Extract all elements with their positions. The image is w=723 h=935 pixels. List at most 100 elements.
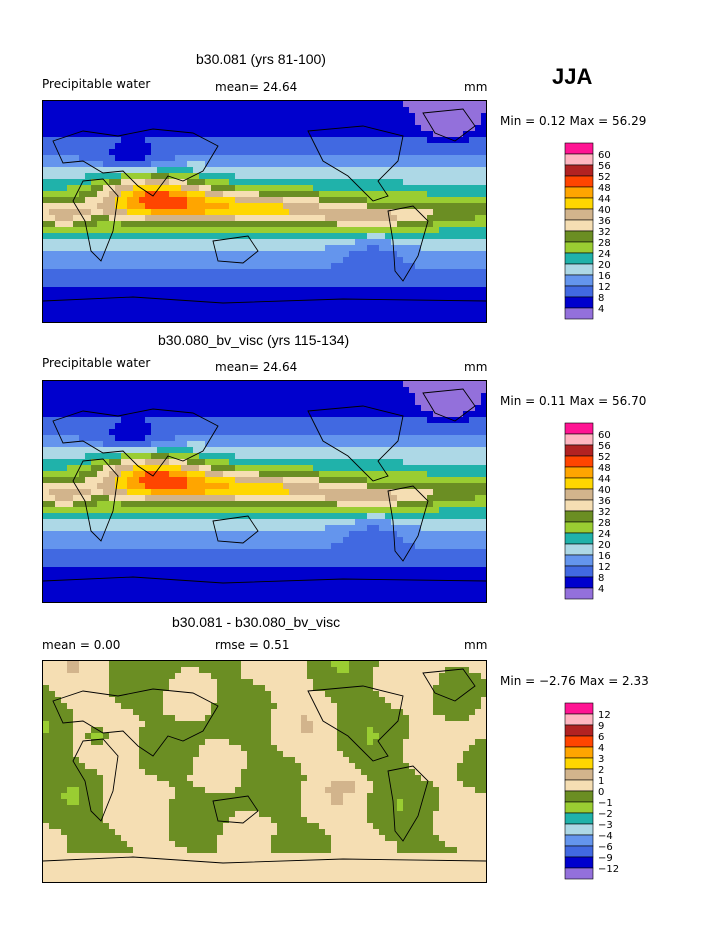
panel1-map-cell — [271, 101, 278, 108]
panel2-map-cell — [145, 417, 152, 424]
panel1-map-cell — [193, 251, 200, 258]
panel1-map-cell — [307, 269, 314, 276]
panel2-map-cell — [109, 441, 116, 448]
panel1-map-cell — [433, 251, 440, 258]
panel1-map-cell — [331, 215, 338, 222]
panel1-map-cell — [187, 119, 194, 126]
panel2-map-cell — [403, 489, 410, 496]
panel1-map-cell — [91, 197, 98, 204]
panel1-map-cell — [475, 161, 482, 168]
panel1-map-cell — [475, 143, 482, 150]
panel1-map-cell — [73, 119, 80, 126]
panel1-map-cell — [355, 227, 362, 234]
panel1-map-cell — [427, 143, 434, 150]
panel2-map-cell — [313, 549, 320, 556]
panel2-map-cell — [145, 423, 152, 430]
panel2-map-cell — [55, 465, 62, 472]
panel2-map-cell — [355, 465, 362, 472]
panel2-map-cell — [283, 465, 290, 472]
panel2-map-cell — [355, 519, 362, 526]
panel1-map-cell — [403, 287, 410, 294]
panel2-map-cell — [481, 429, 486, 436]
panel2-map-cell — [145, 519, 152, 526]
panel1-map-cell — [157, 275, 164, 282]
panel2-map-cell — [115, 441, 122, 448]
panel2-map-cell — [121, 495, 128, 502]
panel2-map-cell — [211, 519, 218, 526]
panel2-map-cell — [355, 531, 362, 538]
panel1-map-cell — [193, 317, 200, 322]
panel1-map-cell — [265, 143, 272, 150]
panel1-map-cell — [283, 293, 290, 300]
panel1-map-cell — [427, 179, 434, 186]
panel1-map-cell — [463, 251, 470, 258]
panel1-map-cell — [457, 305, 464, 312]
panel2-map-cell — [139, 519, 146, 526]
panel2-map-cell — [451, 465, 458, 472]
panel1-map-cell — [409, 137, 416, 144]
panel1-map-cell — [361, 173, 368, 180]
panel2-map-cell — [397, 453, 404, 460]
panel2-map-cell — [475, 495, 482, 502]
panel2-map-cell — [73, 549, 80, 556]
panel1-map-cell — [295, 113, 302, 120]
panel1-map-cell — [481, 167, 486, 174]
panel2-map-cell — [97, 447, 104, 454]
panel2-map-cell — [319, 447, 326, 454]
panel2-map-cell — [199, 453, 206, 460]
panel2-map-cell — [145, 381, 152, 388]
panel1-map-cell — [205, 293, 212, 300]
panel1-map-cell — [469, 203, 476, 210]
panel1-map-cell — [73, 167, 80, 174]
panel1-map-cell — [373, 215, 380, 222]
panel2-map-cell — [55, 549, 62, 556]
panel2-map-cell — [463, 459, 470, 466]
panel2-map-cell — [355, 495, 362, 502]
panel1-map-cell — [451, 287, 458, 294]
panel1-map-cell — [181, 317, 188, 322]
panel2-map-cell — [151, 549, 158, 556]
panel1-map-cell — [175, 281, 182, 288]
panel1-map-cell — [151, 287, 158, 294]
panel2-map-cell — [121, 489, 128, 496]
panel2-map-cell — [253, 471, 260, 478]
panel2-map-cell — [145, 435, 152, 442]
panel1-map-cell — [121, 215, 128, 222]
panel1-map-cell — [115, 221, 122, 228]
panel2-map-cell — [433, 495, 440, 502]
panel2-map-cell — [67, 387, 74, 394]
panel1-map-cell — [337, 221, 344, 228]
panel2-map-cell — [475, 393, 482, 400]
panel2-map-cell — [211, 387, 218, 394]
panel1-map-cell — [145, 293, 152, 300]
panel1-map-cell — [91, 233, 98, 240]
panel2-map-cell — [289, 393, 296, 400]
panel1-map-cell — [205, 101, 212, 108]
panel1-map-cell — [469, 167, 476, 174]
panel1-map-cell — [469, 155, 476, 162]
panel2-map-cell — [235, 495, 242, 502]
panel1-legend-level-label: 48 — [598, 183, 611, 194]
panel2-map-cell — [301, 471, 308, 478]
panel1-map-cell — [163, 101, 170, 108]
panel1-map-cell — [421, 305, 428, 312]
panel1-map-cell — [181, 131, 188, 138]
panel1-map-cell — [445, 179, 452, 186]
panel2-map-cell — [325, 513, 332, 520]
panel2-map-cell — [253, 423, 260, 430]
panel1-map-cell — [421, 197, 428, 204]
panel2-map-cell — [457, 441, 464, 448]
panel1-map-cell — [379, 317, 386, 322]
panel1-map-cell — [403, 191, 410, 198]
panel2-map-cell — [61, 531, 68, 538]
panel1-map-cell — [265, 251, 272, 258]
panel2-map-cell — [241, 393, 248, 400]
panel1-map-cell — [157, 239, 164, 246]
panel2-map-cell — [241, 429, 248, 436]
panel2-map-cell — [313, 471, 320, 478]
panel2-map-cell — [175, 483, 182, 490]
panel1-map-cell — [289, 245, 296, 252]
panel1-legend-swatch-9 — [564, 241, 594, 254]
panel1-map-cell — [301, 257, 308, 264]
panel2-map-cell — [121, 531, 128, 538]
